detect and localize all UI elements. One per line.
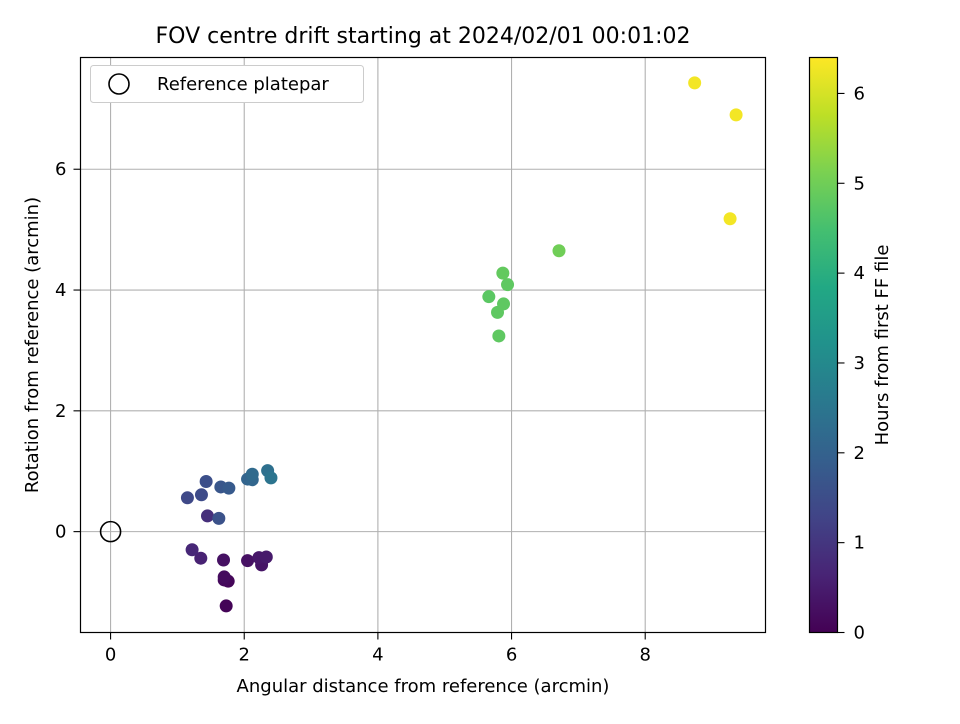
data-point (497, 297, 511, 311)
colorbar-tick-label: 1 (854, 533, 865, 554)
data-point (496, 266, 510, 280)
data-point (688, 76, 702, 90)
data-point (259, 550, 273, 564)
colorbar-tick-label: 4 (854, 263, 865, 284)
colorbar-tick-label: 2 (854, 443, 865, 464)
data-point (501, 278, 515, 292)
y-tick-label: 4 (55, 280, 66, 301)
plot-frame (79, 56, 767, 634)
x-tick-label: 6 (506, 645, 517, 666)
grid-lines (80, 57, 766, 633)
x-tick-label: 0 (105, 645, 116, 666)
data-point (199, 475, 213, 489)
data-point (180, 491, 194, 505)
y-tick-label: 0 (55, 522, 66, 543)
data-point (194, 551, 208, 565)
x-axis-ticks: 0 2 4 6 8 (105, 632, 651, 666)
reference-platepar-marker (99, 520, 122, 543)
x-tick-label: 8 (639, 645, 650, 666)
y-axis-label: Rotation from reference (arcmin) (22, 197, 43, 493)
legend-marker (108, 73, 130, 95)
data-point (264, 471, 278, 485)
data-point (482, 290, 496, 304)
data-point (217, 553, 231, 567)
colorbar-tick-label: 6 (854, 83, 865, 104)
data-point (219, 599, 233, 613)
colorbar-tick-label: 0 (854, 623, 865, 644)
data-point (212, 511, 226, 525)
x-axis-label: Angular distance from reference (arcmin) (237, 676, 610, 697)
data-point (729, 108, 743, 122)
colorbar-ticks: 0 1 2 3 4 5 6 (837, 83, 865, 644)
colorbar-tick-label: 5 (854, 173, 865, 194)
legend: Reference platepar (90, 65, 364, 103)
data-point (552, 244, 566, 258)
data-point (194, 488, 208, 502)
colorbar (808, 56, 839, 634)
data-point (217, 570, 231, 584)
legend-box (90, 65, 364, 103)
colorbar-tick-label: 3 (854, 353, 865, 374)
x-tick-label: 2 (239, 645, 250, 666)
data-points (180, 76, 743, 613)
y-tick-label: 2 (55, 401, 66, 422)
data-point (185, 543, 199, 557)
legend-entry-label: Reference platepar (157, 74, 329, 95)
data-point (222, 481, 236, 495)
x-tick-label: 4 (372, 645, 383, 666)
y-axis-ticks: 0 2 4 6 (55, 159, 81, 543)
data-point (245, 467, 259, 481)
chart-title: FOV centre drift starting at 2024/02/01 … (156, 24, 691, 49)
colorbar-label: Hours from first FF file (872, 245, 893, 446)
y-tick-label: 6 (55, 159, 66, 180)
data-point (200, 509, 214, 523)
data-point (723, 212, 737, 226)
data-point (241, 554, 255, 568)
data-point (492, 329, 506, 343)
